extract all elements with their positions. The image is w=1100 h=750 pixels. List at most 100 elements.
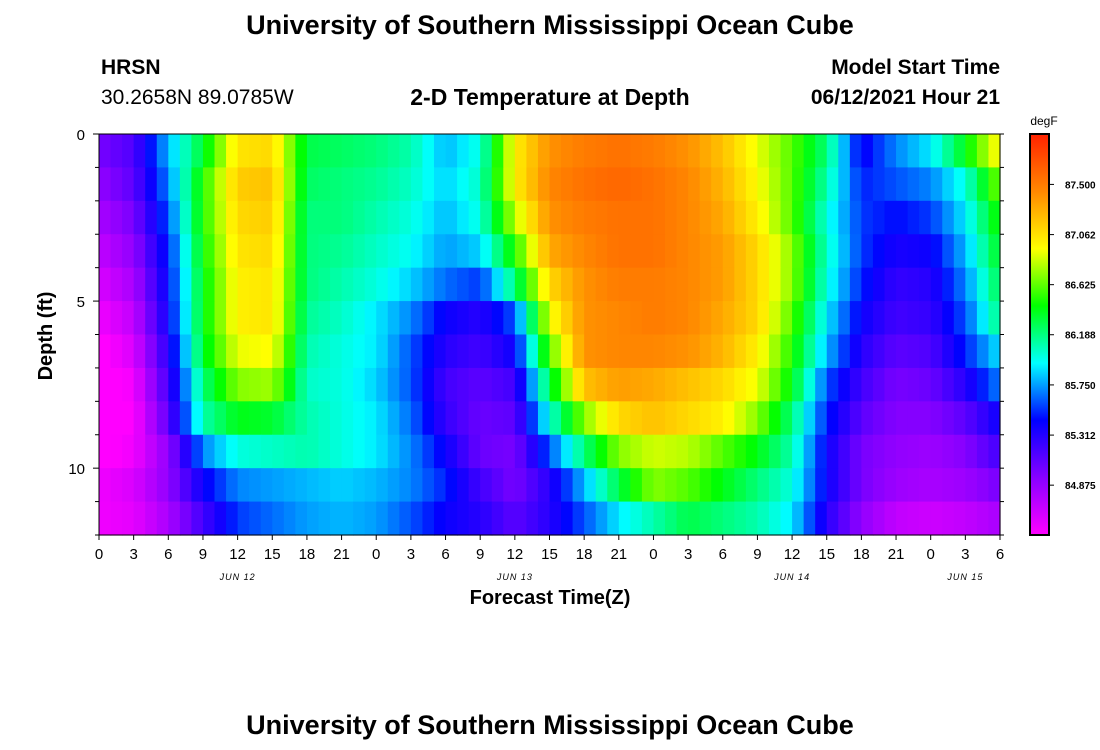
- heatmap-cell: [549, 301, 562, 336]
- heatmap-cell: [930, 367, 943, 402]
- heatmap-cell: [826, 167, 839, 202]
- colorbar-tick-label: 86.188: [1065, 331, 1096, 342]
- heatmap-cell: [792, 468, 805, 503]
- heatmap-cell: [768, 401, 782, 436]
- heatmap-cell: [341, 468, 354, 503]
- heatmap-cell: [584, 367, 597, 402]
- heatmap-cell: [653, 468, 666, 503]
- heatmap-cell: [364, 234, 377, 269]
- y-axis-label: Depth (ft): [35, 292, 57, 381]
- heatmap-cell: [965, 234, 978, 269]
- heatmap-cell: [353, 334, 366, 369]
- heatmap-cell: [260, 434, 273, 469]
- heatmap-cell: [584, 167, 597, 202]
- heatmap-cell: [179, 167, 193, 202]
- heatmap-cell: [942, 200, 955, 235]
- heatmap-cell: [191, 234, 204, 269]
- heatmap-cell: [549, 401, 562, 436]
- heatmap-cell: [722, 434, 735, 469]
- heatmap-cell: [976, 301, 990, 336]
- heatmap-cell: [491, 301, 504, 336]
- heatmap-cell: [364, 367, 377, 402]
- heatmap-cell: [283, 200, 296, 235]
- heatmap-cell: [838, 267, 851, 302]
- heatmap-cell: [433, 367, 447, 402]
- heatmap-cell: [214, 434, 227, 469]
- heatmap-cell: [433, 501, 447, 536]
- heatmap-cell: [896, 401, 909, 436]
- heatmap-cell: [341, 200, 354, 235]
- heatmap-cell: [341, 434, 354, 469]
- heatmap-cell: [688, 334, 701, 369]
- heatmap-cell: [838, 200, 851, 235]
- heatmap-cell: [260, 468, 273, 503]
- heatmap-cell: [872, 401, 886, 436]
- heatmap-cell: [306, 167, 320, 202]
- heatmap-cell: [145, 134, 158, 169]
- heatmap-cell: [237, 267, 250, 302]
- heatmap-cell: [526, 301, 539, 336]
- heatmap-cell: [237, 234, 250, 269]
- heatmap-cell: [838, 167, 851, 202]
- heatmap-cell: [214, 501, 227, 536]
- heatmap-cell: [595, 301, 608, 336]
- heatmap-cell: [699, 200, 712, 235]
- heatmap-cell: [214, 200, 227, 235]
- heatmap-cell: [156, 234, 169, 269]
- heatmap-cell: [561, 301, 574, 336]
- heatmap-cell: [376, 334, 389, 369]
- heatmap-cell: [422, 267, 435, 302]
- heatmap-cell: [283, 334, 296, 369]
- heatmap-cell: [306, 234, 320, 269]
- heatmap-cell: [468, 167, 481, 202]
- heatmap-cell: [376, 134, 389, 169]
- heatmap-cell: [260, 367, 273, 402]
- heatmap-cell: [410, 334, 424, 369]
- heatmap-cell: [249, 301, 262, 336]
- heatmap-cell: [99, 367, 112, 402]
- heatmap-cell: [526, 200, 539, 235]
- heatmap-cell: [514, 134, 527, 169]
- heatmap-cell: [491, 468, 504, 503]
- heatmap-cell: [699, 334, 712, 369]
- heatmap-cell: [838, 367, 851, 402]
- heatmap-cell: [872, 301, 886, 336]
- heatmap-cell: [780, 501, 793, 536]
- heatmap-cell: [930, 501, 943, 536]
- heatmap-cell: [849, 200, 862, 235]
- heatmap-cell: [376, 200, 389, 235]
- heatmap-cell: [422, 434, 435, 469]
- heatmap-cell: [168, 301, 181, 336]
- heatmap-cell: [179, 134, 193, 169]
- heatmap-cell: [584, 301, 597, 336]
- heatmap-cell: [757, 468, 770, 503]
- heatmap-cell: [699, 468, 712, 503]
- heatmap-cell: [734, 234, 747, 269]
- heatmap-cell: [942, 301, 955, 336]
- heatmap-cell: [364, 167, 377, 202]
- colorbar: degF 87.500 87.062 86.625 86.188 85.750 85.31…: [1029, 114, 1096, 536]
- heatmap-cell: [688, 267, 701, 302]
- x-tick-label: 0: [649, 546, 657, 563]
- heatmap-cell: [226, 234, 239, 269]
- x-tick-label: 3: [684, 546, 692, 563]
- heatmap-cell: [803, 200, 816, 235]
- heatmap-cell: [410, 267, 424, 302]
- heatmap-cell: [826, 401, 839, 436]
- heatmap-cell: [503, 167, 516, 202]
- heatmap-cell: [953, 501, 966, 536]
- heatmap-cell: [457, 134, 470, 169]
- heatmap-cell: [745, 468, 759, 503]
- x-tick-label: 0: [927, 546, 935, 563]
- heatmap-cell: [607, 401, 620, 436]
- heatmap-cell: [722, 167, 735, 202]
- heatmap-cell: [976, 267, 990, 302]
- heatmap-cell: [711, 234, 724, 269]
- heatmap-cell: [584, 468, 597, 503]
- heatmap-cell: [618, 367, 631, 402]
- heatmap-cell: [214, 267, 227, 302]
- heatmap-cell: [641, 134, 655, 169]
- heatmap-cell: [607, 434, 620, 469]
- heatmap-cell: [665, 434, 678, 469]
- heatmap-cell: [953, 167, 966, 202]
